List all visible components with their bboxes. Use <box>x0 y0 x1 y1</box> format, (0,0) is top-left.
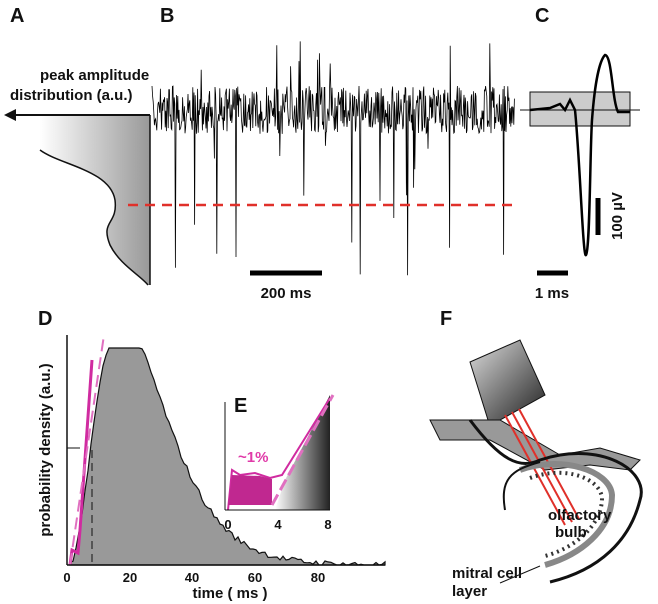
beam <box>504 414 566 526</box>
distribution-outline <box>39 149 149 286</box>
objective <box>469 339 546 421</box>
distribution <box>40 115 150 285</box>
label: layer <box>452 583 487 600</box>
panel-label: F <box>440 308 452 330</box>
x-tick-label: 0 <box>224 517 231 532</box>
x-tick-label: 40 <box>185 570 199 585</box>
pointer <box>499 565 541 584</box>
panel-label: C <box>535 5 549 27</box>
panel-label: B <box>160 5 174 27</box>
x-tick-label: 80 <box>311 570 325 585</box>
label: olfactory <box>548 507 612 524</box>
cell-row <box>529 470 605 558</box>
bulb-outline <box>468 419 643 584</box>
x-tick-label: 8 <box>324 517 331 532</box>
mitral-layer <box>518 461 616 568</box>
tissue-edge <box>502 461 541 511</box>
axis-label: time ( ms ) <box>192 585 267 602</box>
x-tick-label: 0 <box>63 570 70 585</box>
fit-line <box>69 334 105 566</box>
scale-label: 200 ms <box>261 285 312 302</box>
x-tick-label: 20 <box>123 570 137 585</box>
axis-label: probability density (a.u.) <box>37 363 54 536</box>
spike-waveform <box>529 53 630 257</box>
label: bulb <box>555 524 587 541</box>
panel-label: A <box>10 5 24 27</box>
onset-area <box>228 475 272 505</box>
x-tick-label: 60 <box>248 570 262 585</box>
axis-label: distribution (a.u.) <box>10 87 132 104</box>
fit-line <box>270 394 335 506</box>
label: mitral cell <box>452 565 522 582</box>
arrowhead <box>4 109 16 121</box>
scale-label: 100 µV <box>609 192 626 240</box>
panel-label: E <box>234 395 247 417</box>
voltage-trace <box>151 41 515 276</box>
axis-label: peak amplitude <box>40 67 149 84</box>
panel-label: D <box>38 308 52 330</box>
scale-label: 1 ms <box>535 285 569 302</box>
x-tick-label: 4 <box>274 517 282 532</box>
annotation: ~1% <box>238 449 268 466</box>
onset-fit <box>227 397 331 511</box>
